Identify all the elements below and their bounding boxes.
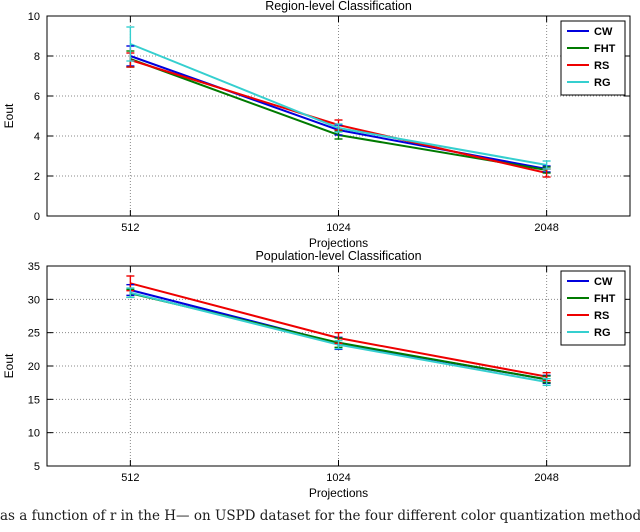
svg-text:8: 8: [34, 51, 40, 63]
population-level-chart: 5 10 15 20 25 30 35 512 1024 2048 Population-level…: [0, 249, 640, 500]
region-level-chart: 0 2 4 6 8 10 512 1024 2048 Region-level Classific…: [0, 0, 640, 250]
svg-text:35: 35: [28, 261, 40, 273]
svg-text:10: 10: [28, 428, 40, 440]
svg-text:CW: CW: [594, 26, 613, 38]
svg-text:CW: CW: [594, 276, 613, 288]
svg-text:5: 5: [34, 461, 40, 473]
svg-text:FHT: FHT: [594, 293, 616, 305]
svg-text:15: 15: [28, 394, 40, 406]
svg-text:2048: 2048: [534, 472, 558, 484]
svg-text:1024: 1024: [326, 472, 350, 484]
svg-text:2048: 2048: [534, 222, 558, 234]
population-level-chart-svg: 5 10 15 20 25 30 35 512 1024 2048 Population-level…: [2, 249, 631, 500]
svg-text:2: 2: [34, 171, 40, 183]
figure-caption: as a function of r in the H— on USPD dat…: [0, 508, 640, 524]
svg-text:6: 6: [34, 91, 40, 103]
svg-text:10: 10: [28, 11, 40, 23]
svg-text:512: 512: [121, 472, 139, 484]
svg-text:RS: RS: [594, 310, 609, 322]
svg-text:25: 25: [28, 328, 40, 340]
svg-text:Eout: Eout: [2, 353, 16, 378]
svg-text:Region-level Classification: Region-level Classification: [265, 0, 412, 13]
svg-text:Population-level Classificatio: Population-level Classification: [255, 250, 421, 263]
svg-text:RG: RG: [594, 77, 611, 89]
svg-text:RG: RG: [594, 327, 611, 339]
svg-text:30: 30: [28, 294, 40, 306]
svg-text:Projections: Projections: [309, 236, 368, 250]
svg-text:1024: 1024: [326, 222, 350, 234]
svg-text:FHT: FHT: [594, 43, 616, 55]
svg-text:RS: RS: [594, 60, 609, 72]
svg-text:Eout: Eout: [2, 103, 16, 128]
svg-text:0: 0: [34, 211, 40, 223]
svg-text:Projections: Projections: [309, 486, 368, 500]
region-level-chart-svg: 0 2 4 6 8 10 512 1024 2048 Region-level Classific…: [2, 0, 631, 250]
svg-text:20: 20: [28, 361, 40, 373]
svg-text:512: 512: [121, 222, 139, 234]
svg-text:4: 4: [34, 131, 40, 143]
